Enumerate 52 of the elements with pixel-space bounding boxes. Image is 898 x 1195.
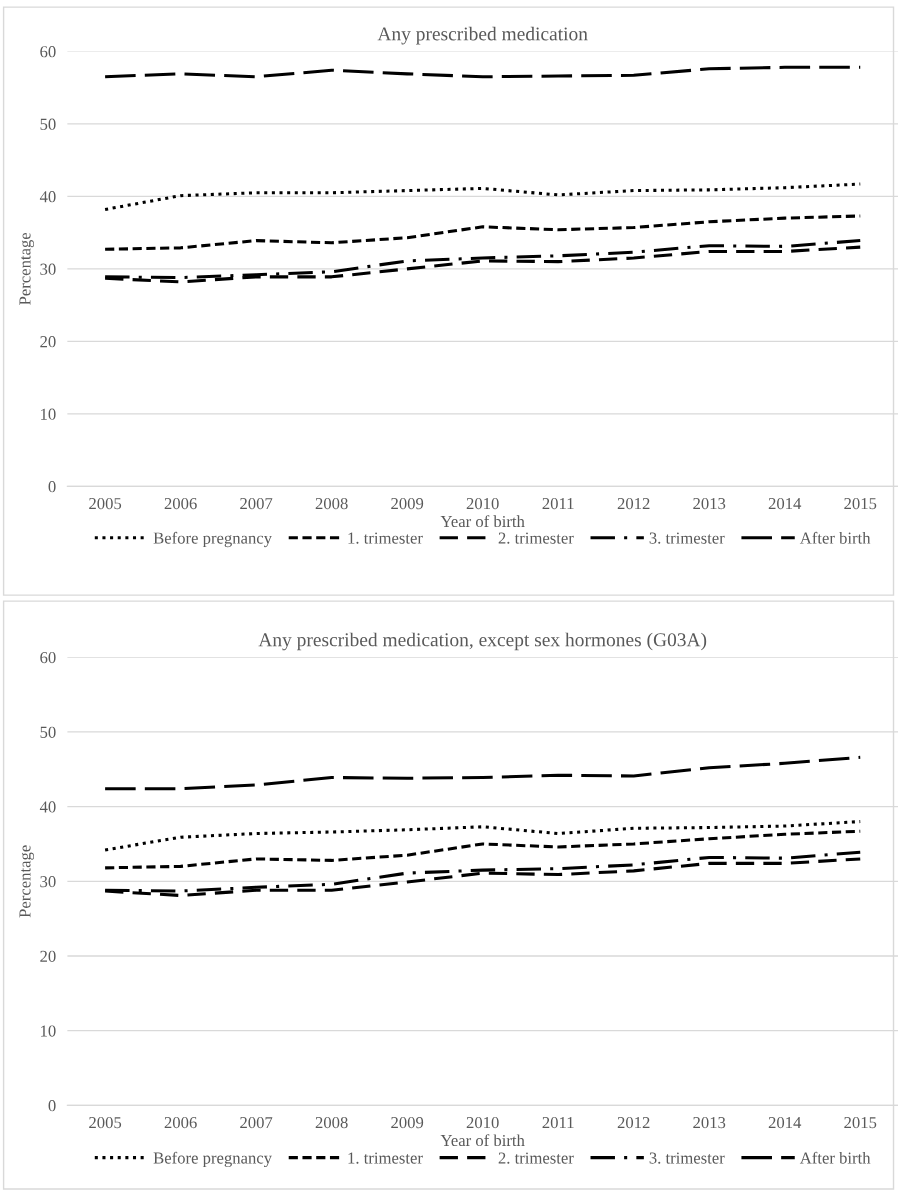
x-tick-label: 2013	[693, 1116, 726, 1129]
y-tick-label: 40	[39, 801, 56, 813]
x-tick-label: 2012	[617, 497, 650, 510]
x-tick-label: 2012	[617, 1116, 650, 1129]
y-tick-label: 60	[40, 651, 56, 664]
legend-label: After birth	[799, 531, 871, 544]
x-tick-label: 2013	[693, 497, 726, 510]
x-tick-label: 2011	[542, 497, 574, 510]
x-axis-title: Year of birth	[440, 1134, 525, 1147]
x-tick-label: 2007	[240, 1116, 273, 1129]
y-axis-title: Percentage	[19, 845, 35, 918]
x-tick-label: 2005	[89, 1116, 122, 1129]
x-tick-label: 2009	[391, 1116, 424, 1129]
y-tick-label: 20	[40, 336, 56, 348]
x-tick-label: 2015	[844, 1116, 877, 1129]
y-tick-label: 30	[40, 876, 56, 888]
legend-label: 3. trimester	[649, 532, 725, 544]
legend-label: After birth	[799, 1151, 871, 1164]
y-tick-label: 60	[40, 46, 56, 58]
x-axis-title: Year of birth	[440, 515, 525, 528]
y-tick-label: 50	[40, 118, 56, 130]
legend-label: Before pregnancy	[153, 531, 272, 548]
legend-label: 1. trimester	[348, 532, 423, 544]
legend-label: 3. trimester	[649, 1152, 725, 1164]
legend-label: 1. trimester	[348, 1152, 423, 1164]
x-tick-label: 2008	[315, 1116, 348, 1129]
x-tick-label: 2008	[315, 497, 348, 510]
legend-label: 2. trimester	[498, 532, 574, 544]
y-tick-label: 0	[48, 1100, 56, 1112]
chart-title: Any prescribed medication, except sex hormones (G03A)	[258, 632, 707, 651]
legend-label: 2. trimester	[498, 1152, 574, 1164]
x-tick-label: 2006	[164, 497, 197, 510]
y-tick-label: 20	[40, 950, 56, 962]
y-tick-label: 30	[40, 263, 56, 275]
x-tick-label: 2009	[391, 497, 424, 510]
x-tick-label: 2010	[466, 1116, 499, 1129]
legend-label: Before pregnancy	[153, 1151, 272, 1168]
y-axis-title: Percentage	[19, 232, 35, 305]
x-tick-label: 2007	[240, 497, 273, 510]
y-tick-label: 0	[48, 481, 56, 493]
y-tick-label: 10	[41, 408, 56, 420]
x-tick-label: 2006	[164, 1116, 197, 1129]
x-tick-label: 2010	[466, 497, 499, 510]
x-tick-label: 2014	[768, 497, 802, 510]
x-tick-label: 2015	[844, 497, 877, 510]
y-tick-label: 50	[40, 726, 56, 738]
chart-title: Any prescribed medication	[377, 26, 588, 45]
y-tick-label: 40	[39, 191, 56, 203]
x-tick-label: 2011	[542, 1116, 574, 1129]
y-tick-label: 10	[41, 1025, 56, 1037]
x-tick-label: 2014	[768, 1116, 802, 1129]
x-tick-label: 2005	[89, 497, 122, 510]
